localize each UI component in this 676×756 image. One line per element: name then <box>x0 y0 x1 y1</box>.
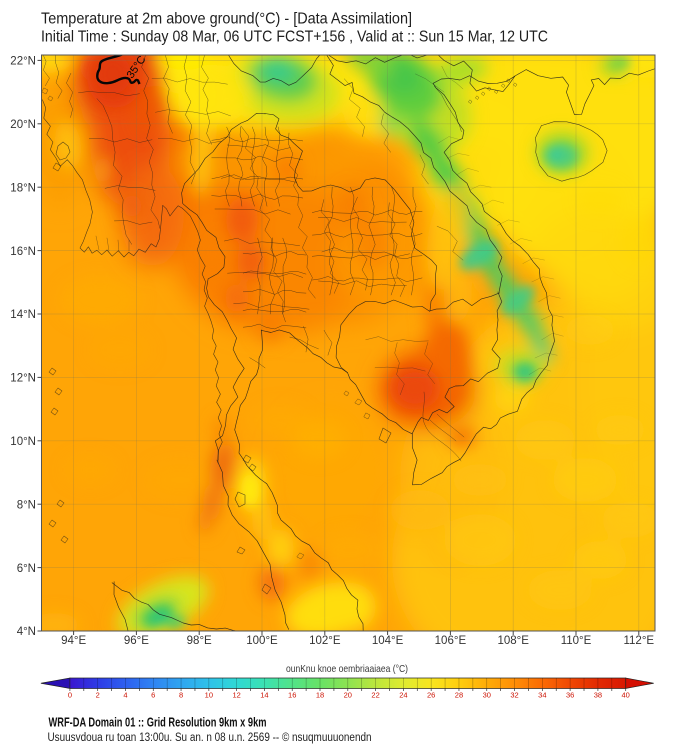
svg-text:8°N: 8°N <box>17 499 36 511</box>
svg-text:40: 40 <box>622 691 630 700</box>
svg-text:ounKnu knoe oembriaaiaea (°C): ounKnu knoe oembriaaiaea (°C) <box>286 663 408 675</box>
svg-text:18: 18 <box>316 691 324 700</box>
svg-text:34: 34 <box>538 691 546 700</box>
svg-text:2: 2 <box>96 691 100 700</box>
svg-text:96°E: 96°E <box>124 635 149 647</box>
svg-text:4°N: 4°N <box>17 626 36 638</box>
svg-text:104°E: 104°E <box>372 635 404 647</box>
svg-text:Temperature at 2m above ground: Temperature at 2m above ground(°C) - [Da… <box>41 11 412 28</box>
svg-text:12: 12 <box>232 691 240 700</box>
svg-text:Usuusvdoua ru toan 13:00u. Su: Usuusvdoua ru toan 13:00u. Su an. n 08 u… <box>48 732 372 744</box>
svg-text:94°E: 94°E <box>61 635 86 647</box>
svg-text:0: 0 <box>68 691 72 700</box>
svg-text:8: 8 <box>179 691 183 700</box>
svg-text:6: 6 <box>151 691 155 700</box>
svg-text:22: 22 <box>371 691 379 700</box>
svg-text:4: 4 <box>123 691 127 700</box>
svg-text:22°N: 22°N <box>10 56 36 68</box>
svg-text:WRF-DA Domain 01 :: Grid Resol: WRF-DA Domain 01 :: Grid Resolution 9km … <box>49 716 267 730</box>
svg-text:10°N: 10°N <box>10 436 36 448</box>
svg-text:106°E: 106°E <box>435 635 467 647</box>
svg-text:100°E: 100°E <box>246 635 278 647</box>
svg-text:18°N: 18°N <box>10 182 36 194</box>
svg-text:108°E: 108°E <box>497 635 529 647</box>
svg-text:16: 16 <box>288 691 296 700</box>
svg-text:30: 30 <box>483 691 491 700</box>
svg-text:6°N: 6°N <box>17 563 36 575</box>
svg-text:26: 26 <box>427 691 435 700</box>
svg-text:32: 32 <box>510 691 518 700</box>
svg-text:38: 38 <box>594 691 602 700</box>
svg-text:112°E: 112°E <box>623 635 654 647</box>
svg-text:14: 14 <box>260 691 268 700</box>
svg-text:20: 20 <box>344 691 352 700</box>
svg-text:14°N: 14°N <box>10 309 36 321</box>
svg-text:98°E: 98°E <box>187 635 212 647</box>
svg-text:36: 36 <box>566 691 574 700</box>
svg-text:10: 10 <box>205 691 213 700</box>
svg-text:110°E: 110°E <box>561 635 592 647</box>
svg-text:24: 24 <box>399 691 407 700</box>
svg-text:16°N: 16°N <box>10 246 36 258</box>
svg-text:Initial Time : Sunday 08 Mar,: Initial Time : Sunday 08 Mar, 06 UTC FCS… <box>41 29 548 46</box>
svg-text:102°E: 102°E <box>309 635 341 647</box>
svg-text:28: 28 <box>455 691 463 700</box>
svg-text:20°N: 20°N <box>10 119 36 131</box>
svg-text:12°N: 12°N <box>10 373 36 385</box>
